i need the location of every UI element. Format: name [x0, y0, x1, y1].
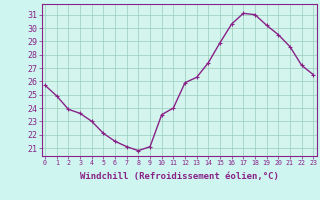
X-axis label: Windchill (Refroidissement éolien,°C): Windchill (Refroidissement éolien,°C)	[80, 172, 279, 181]
